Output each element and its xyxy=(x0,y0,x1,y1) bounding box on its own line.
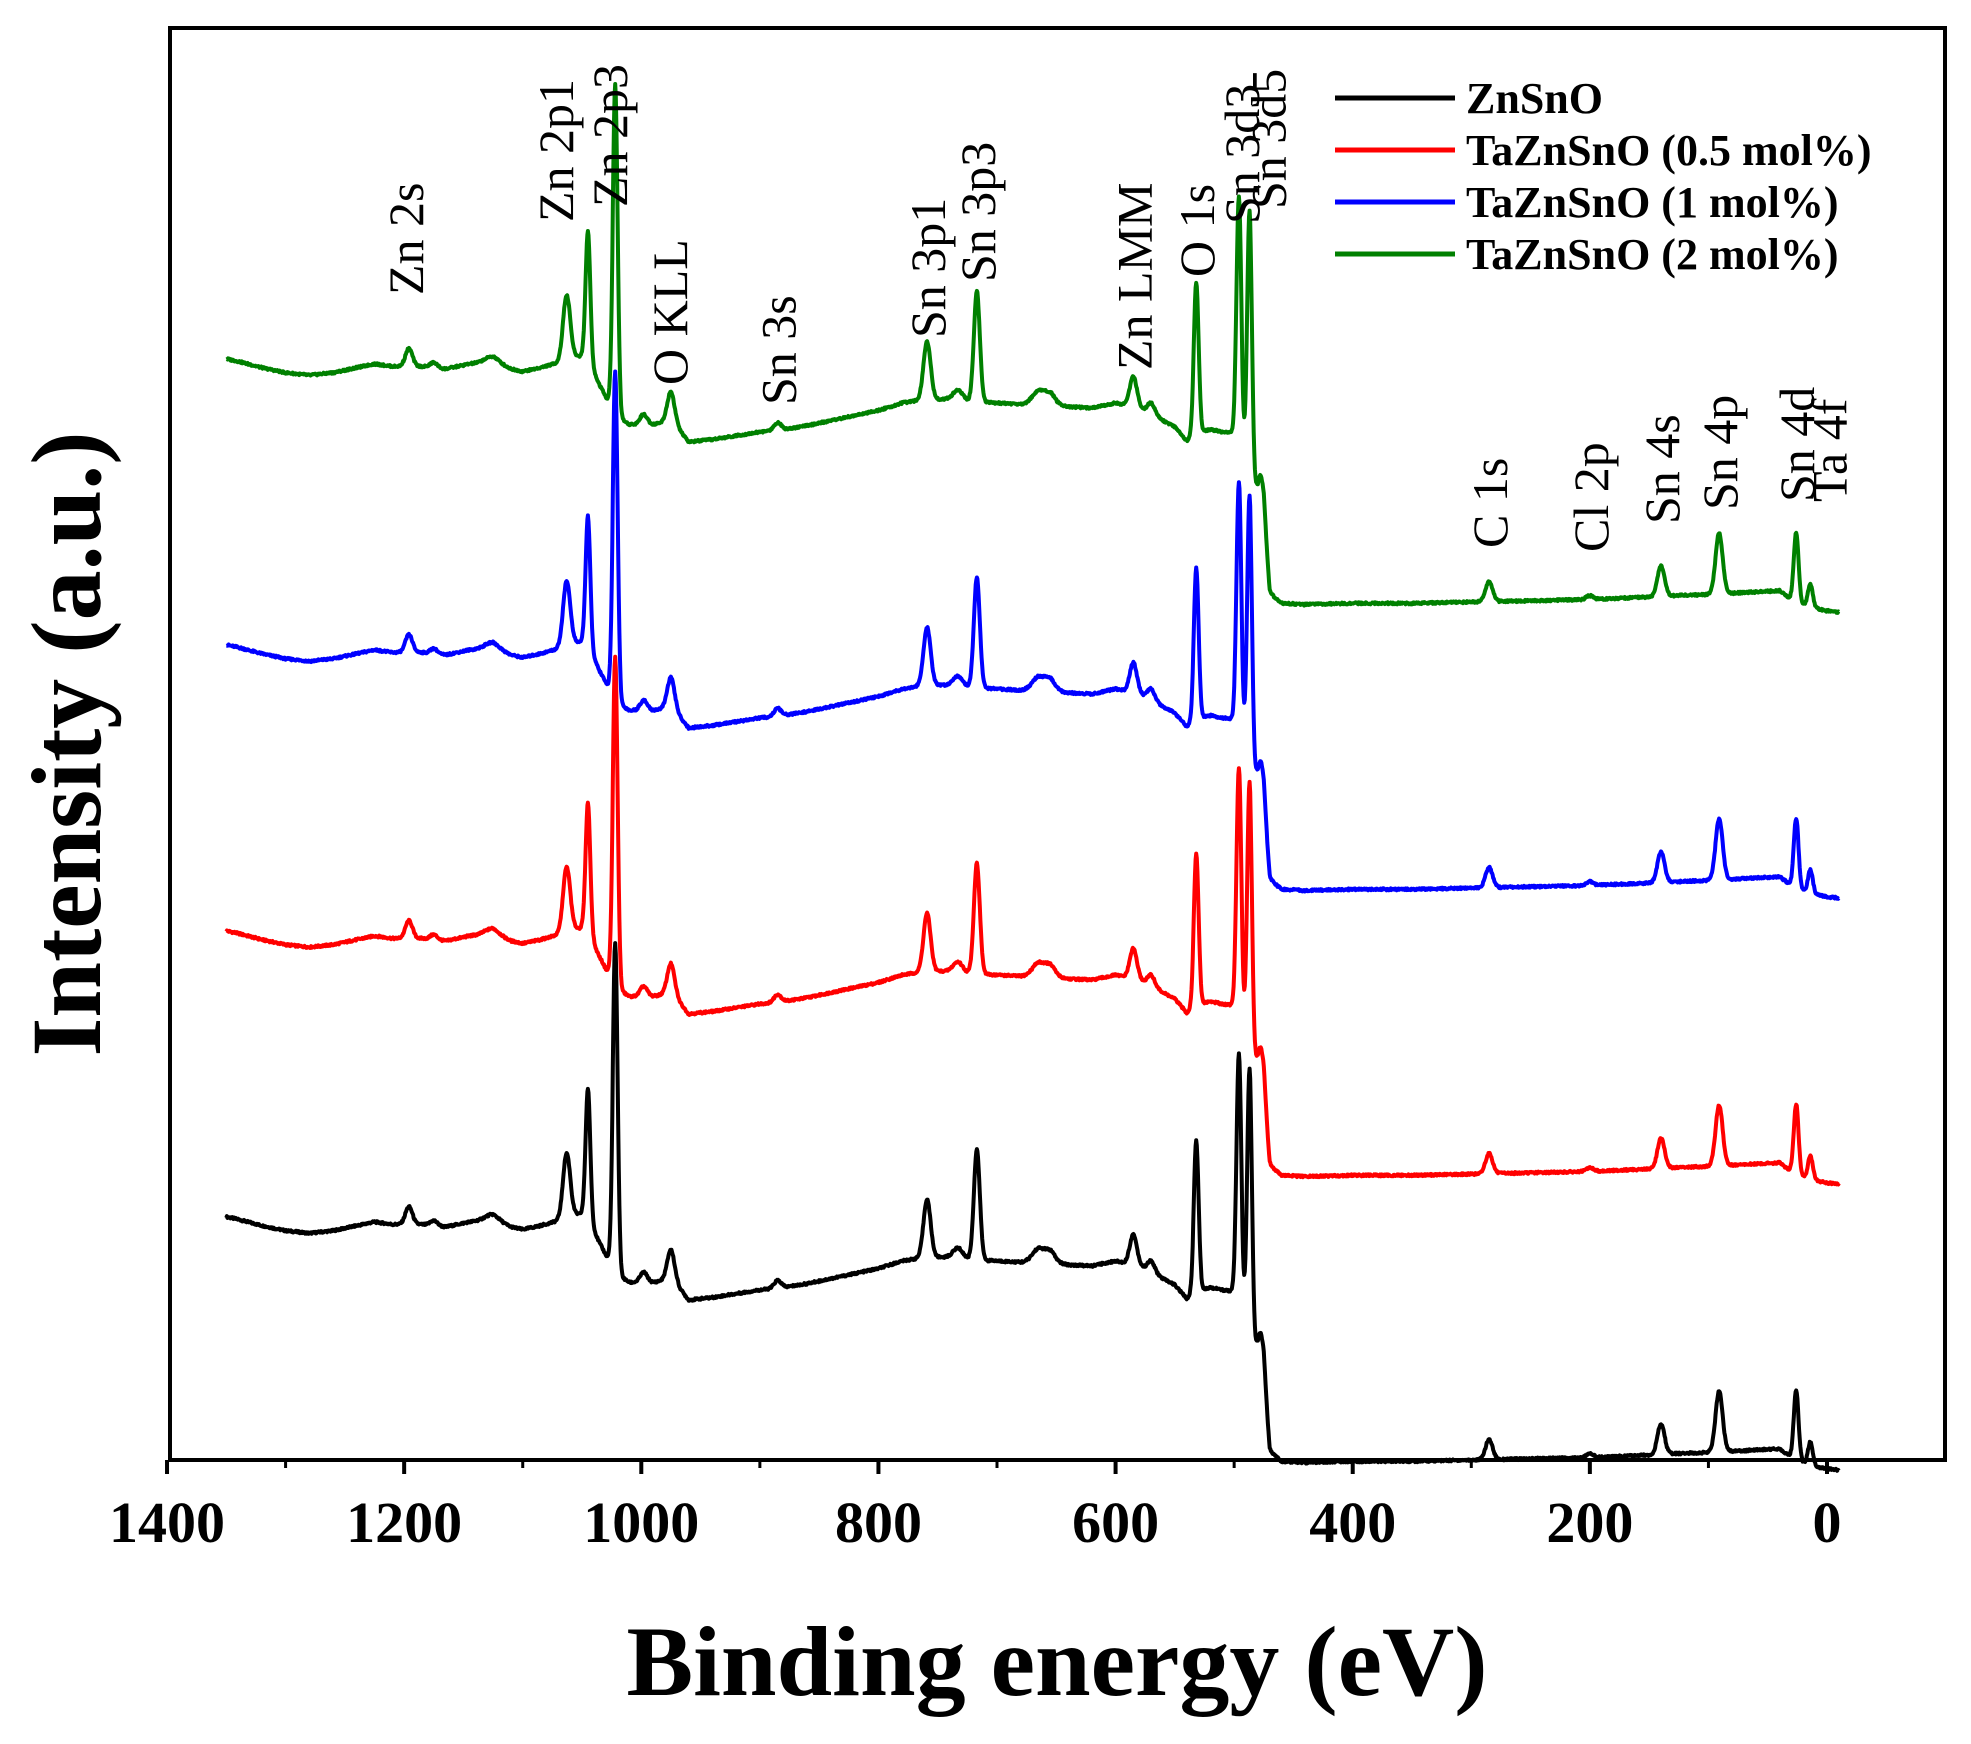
peak-label: Sn 3p3 xyxy=(950,142,1006,282)
x-tick-label: 200 xyxy=(1546,1490,1633,1555)
peak-label: Sn 4p xyxy=(1692,395,1748,510)
series-line xyxy=(224,941,1841,1473)
peak-label: O 1s xyxy=(1169,184,1225,277)
peak-label: Sn 3d3 xyxy=(1214,84,1270,224)
x-axis: 1400 1200 1000 800 600 400 200 0 xyxy=(109,1460,1842,1555)
peak-label: Sn 3p1 xyxy=(900,198,956,338)
peak-label: Zn 2s xyxy=(378,183,434,296)
peak-label: O KLL xyxy=(642,239,698,385)
legend-label: ZnSnO xyxy=(1466,74,1603,123)
series-line xyxy=(224,82,1841,615)
x-tick-label: 1200 xyxy=(346,1490,462,1555)
x-axis-title: Binding energy (eV) xyxy=(626,1606,1487,1717)
y-axis-title: Intensity (a.u.) xyxy=(11,431,122,1056)
series-line xyxy=(224,369,1841,901)
peak-label: Sn 4d xyxy=(1769,387,1825,502)
peak-label: Cl 2p xyxy=(1563,442,1619,552)
peak-label: Sn 3s xyxy=(751,295,807,405)
legend-label: TaZnSnO (2 mol%) xyxy=(1466,230,1838,279)
x-tick-label: 600 xyxy=(1072,1490,1159,1555)
peak-label: Zn 2p1 xyxy=(528,79,584,222)
peak-label: Sn 4s xyxy=(1634,414,1690,524)
x-tick-label: 400 xyxy=(1309,1490,1396,1555)
peak-label: Sn 3d5 xyxy=(1241,69,1297,209)
x-tick-label: 800 xyxy=(835,1490,922,1555)
peak-label: Zn 2p3 xyxy=(582,64,638,207)
x-tick-label: 1000 xyxy=(583,1490,699,1555)
legend-label: TaZnSnO (0.5 mol%) xyxy=(1466,126,1871,175)
plot-frame xyxy=(168,26,1947,1462)
series-line xyxy=(224,654,1841,1187)
series-layer xyxy=(224,82,1841,1473)
peak-label: Zn LMM xyxy=(1106,183,1162,371)
legend-label: TaZnSnO (1 mol%) xyxy=(1466,178,1838,227)
peak-label: Ta 4f xyxy=(1801,398,1857,502)
peak-label: C 1s xyxy=(1462,458,1518,548)
x-tick-label: 1400 xyxy=(109,1490,225,1555)
x-tick-label: 0 xyxy=(1813,1490,1842,1555)
